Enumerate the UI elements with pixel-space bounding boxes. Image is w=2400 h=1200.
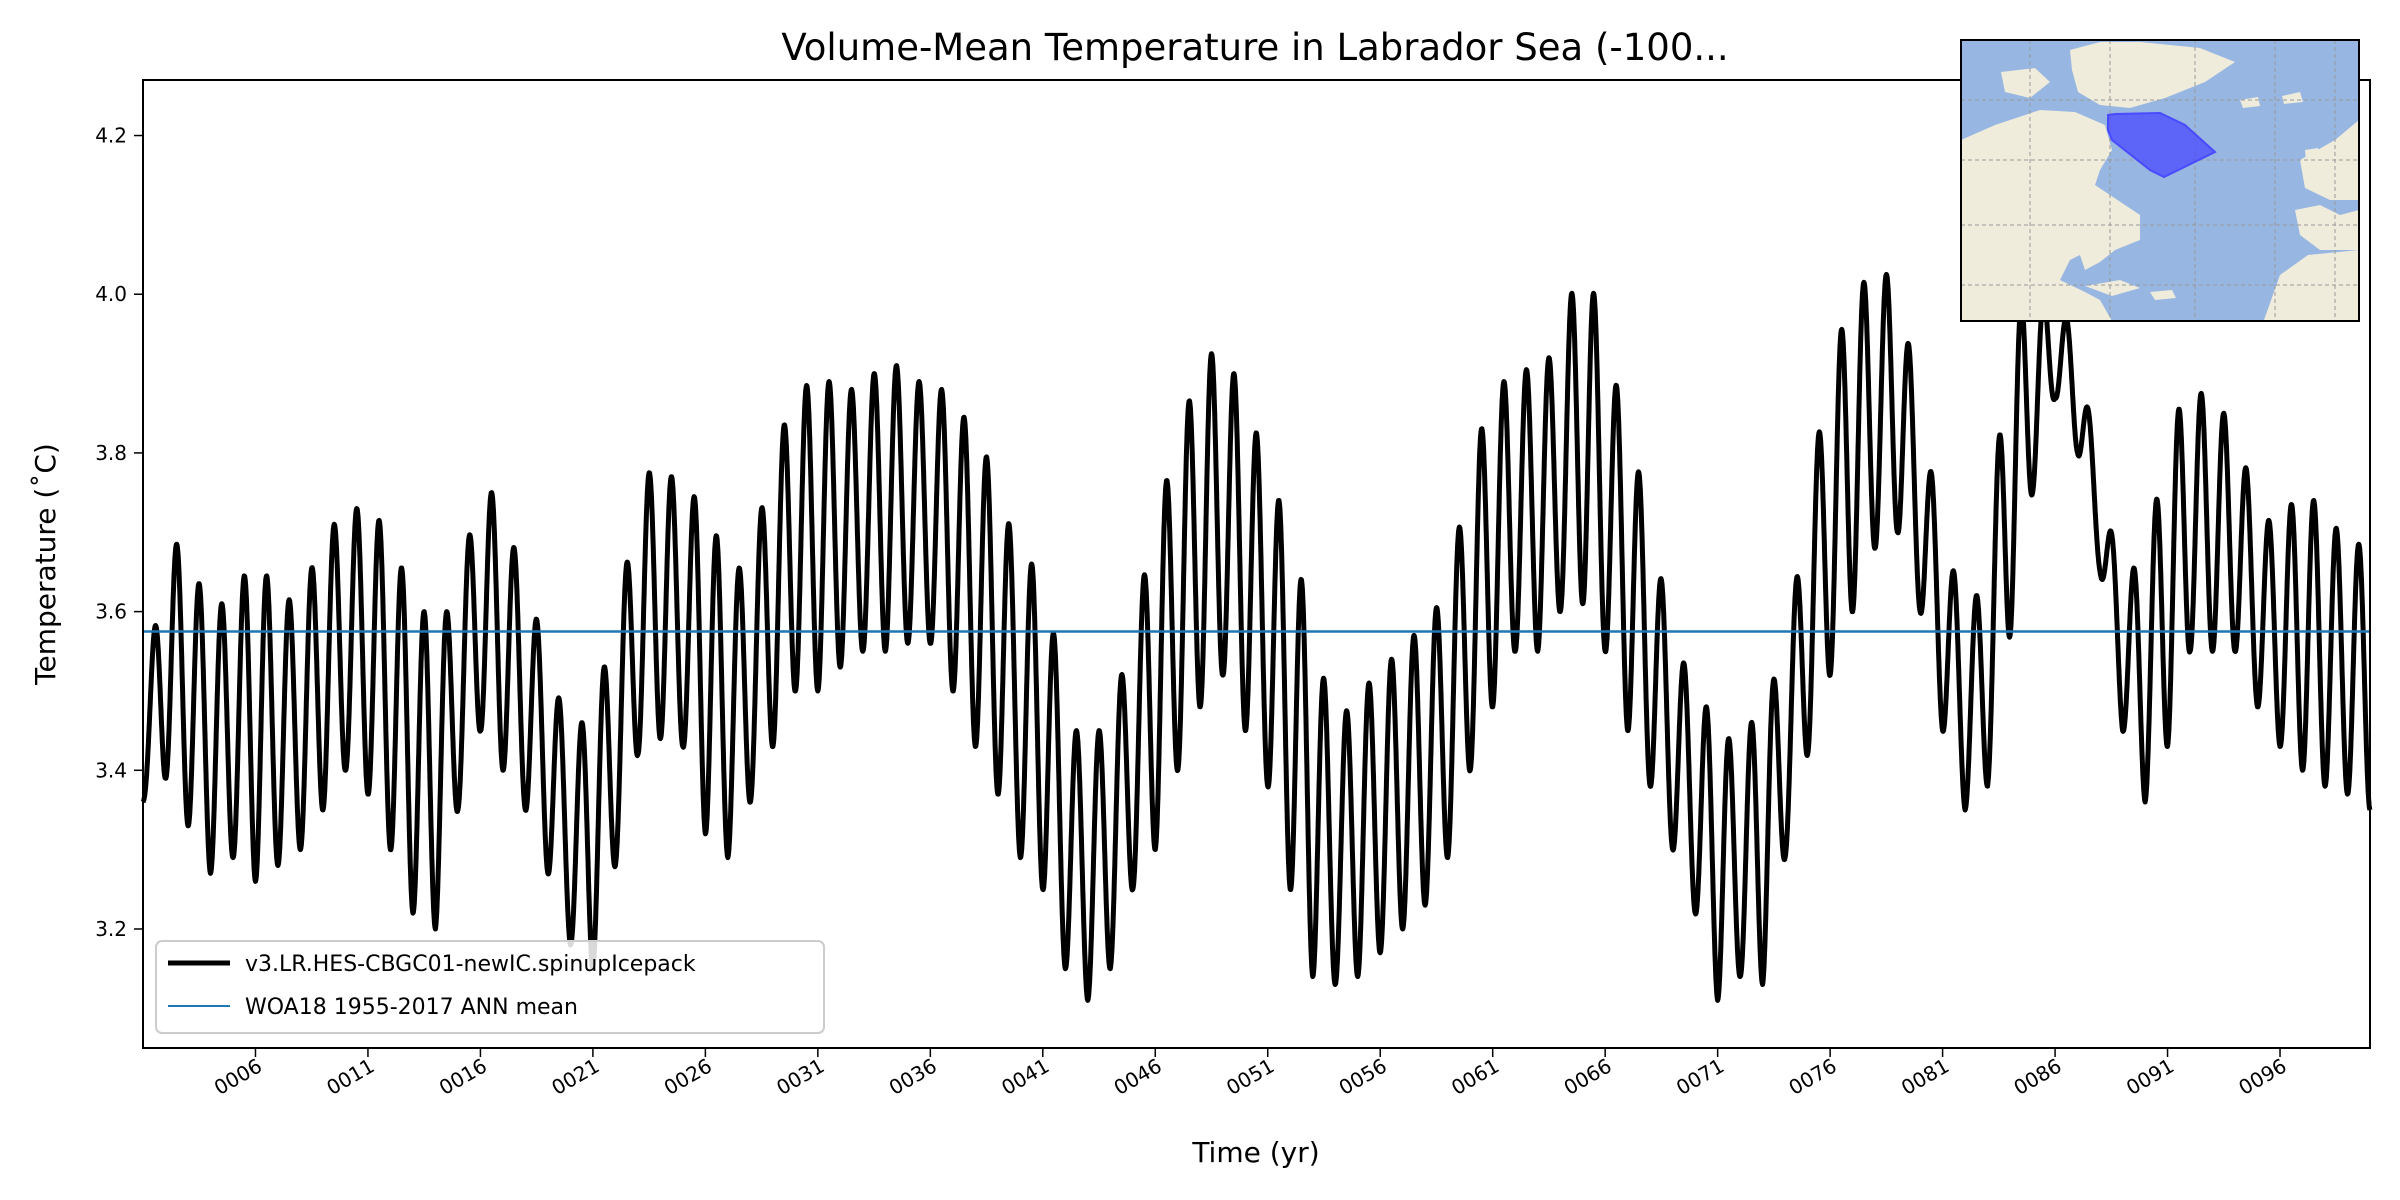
x-tick-label: 0081 bbox=[1897, 1054, 1953, 1100]
x-tick-label: 0066 bbox=[1560, 1054, 1616, 1100]
x-tick-label: 0011 bbox=[322, 1054, 378, 1100]
y-tick-label: 3.4 bbox=[95, 758, 127, 782]
labrador-sea-region bbox=[2107, 111, 2217, 179]
x-tick-label: 0091 bbox=[2122, 1054, 2178, 1100]
x-tick-label: 0026 bbox=[660, 1054, 716, 1100]
legend-label-woa18: WOA18 1955-2017 ANN mean bbox=[245, 995, 578, 1020]
data-layer bbox=[140, 271, 2373, 1003]
x-tick-label: 0036 bbox=[885, 1054, 941, 1100]
x-tick-label: 0046 bbox=[1110, 1054, 1166, 1100]
y-axis-label: Temperature (˚C) bbox=[29, 443, 62, 686]
y-tick-label: 3.2 bbox=[95, 917, 127, 941]
x-tick-label: 0041 bbox=[997, 1054, 1053, 1100]
y-tick-label: 4.2 bbox=[95, 124, 127, 148]
x-tick-label: 0096 bbox=[2234, 1054, 2290, 1100]
map-gridlines bbox=[1961, 40, 2359, 321]
y-tick-label: 3.8 bbox=[95, 441, 127, 465]
inset-map bbox=[1960, 39, 2360, 322]
y-tick-label: 4.0 bbox=[95, 282, 127, 306]
x-tick-label: 0061 bbox=[1447, 1054, 1503, 1100]
y-axis: 3.2 3.4 3.6 3.8 4.0 4.2 bbox=[95, 124, 143, 941]
x-tick-label: 0031 bbox=[772, 1054, 828, 1100]
series-line-model bbox=[140, 271, 2373, 1003]
chart-title: Volume-Mean Temperature in Labrador Sea … bbox=[781, 26, 1728, 69]
x-tick-label: 0021 bbox=[547, 1054, 603, 1100]
legend-box bbox=[155, 940, 825, 1034]
x-tick-label: 0056 bbox=[1335, 1054, 1391, 1100]
inset-map-frame bbox=[1960, 39, 2360, 322]
x-tick-label: 0071 bbox=[1672, 1054, 1728, 1100]
x-axis-label: Time (yr) bbox=[1191, 1136, 1319, 1169]
x-tick-label: 0051 bbox=[1222, 1054, 1278, 1100]
y-tick-label: 3.6 bbox=[95, 600, 127, 624]
plot-frame bbox=[142, 79, 2371, 1049]
x-tick-label: 0076 bbox=[1785, 1054, 1841, 1100]
x-axis: 0006 0011 0016 0021 0026 0031 0036 0041 0046 0051… bbox=[210, 1048, 2291, 1100]
legend-label-model: v3.LR.HES-CBGC01-newIC.spinupIcepack bbox=[245, 952, 696, 977]
x-tick-label: 0016 bbox=[435, 1054, 491, 1100]
legend: v3.LR.HES-CBGC01-newIC.spinupIcepack WOA… bbox=[155, 940, 825, 1034]
x-tick-label: 0006 bbox=[210, 1054, 266, 1100]
x-tick-label: 0086 bbox=[2009, 1054, 2065, 1100]
